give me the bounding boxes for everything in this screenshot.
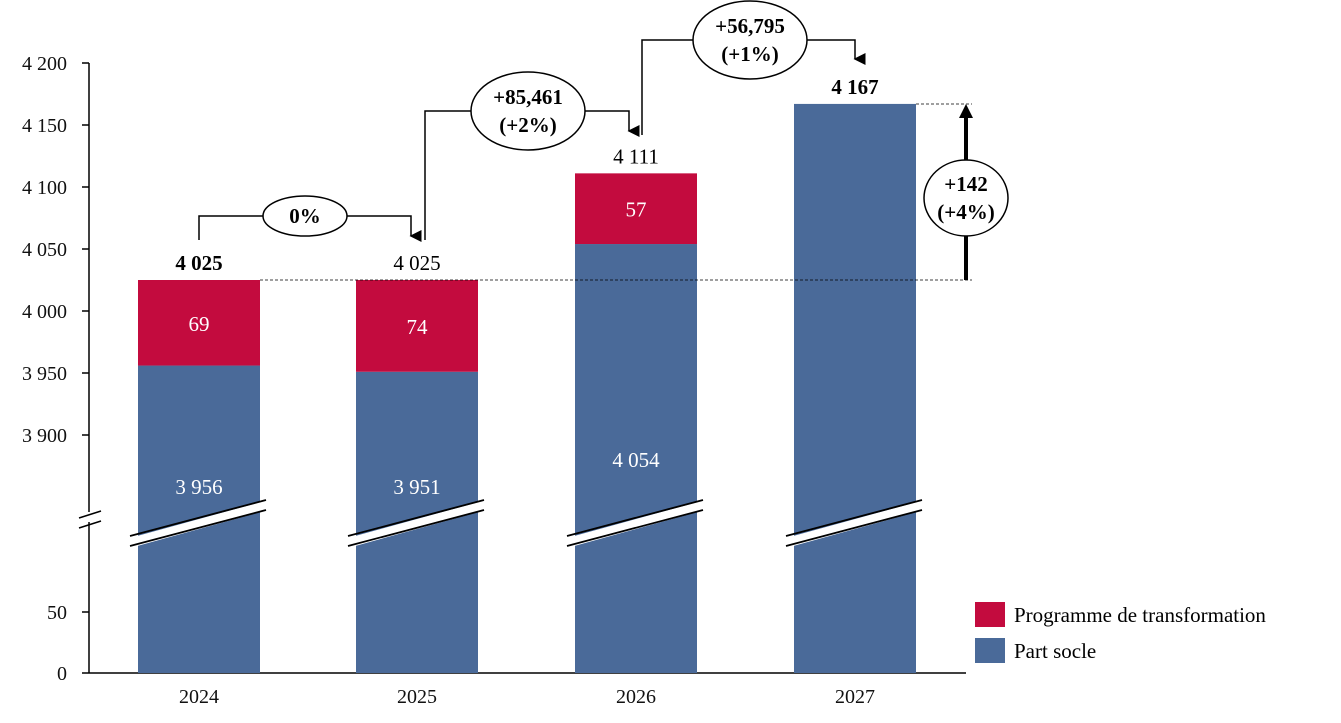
change-bubble <box>692 0 808 80</box>
bar-break-line <box>785 509 923 547</box>
y-tick-label: 0 <box>57 663 67 685</box>
y-tick-label: 3 950 <box>22 363 67 385</box>
change-label: (+2%) <box>499 113 556 137</box>
bar-label-part-socle: 3 951 <box>393 475 440 499</box>
y-tick-label: 4 200 <box>22 53 67 75</box>
total-change-label: +142 <box>944 172 987 196</box>
change-bubble <box>262 195 348 237</box>
y-tick-label: 4 100 <box>22 177 67 199</box>
y-tick-label: 4 150 <box>22 115 67 137</box>
bar-part-socle <box>575 244 697 674</box>
bar-part-socle <box>794 103 916 674</box>
legend-swatch <box>975 602 1005 627</box>
bar-total-label: 4 025 <box>393 251 440 275</box>
legend-label: Part socle <box>1014 639 1096 663</box>
bar-break-line <box>566 509 704 547</box>
axis-break-gap <box>80 512 100 522</box>
bar-break-line <box>785 499 923 537</box>
bar-label-programme: 74 <box>407 315 429 339</box>
bar-programme-transformation <box>575 173 697 245</box>
bar-label-programme: 57 <box>626 198 647 222</box>
change-label: +85,461 <box>493 85 563 109</box>
bar-label-part-socle: 3 956 <box>175 475 222 499</box>
bar-break-line <box>129 499 267 537</box>
bar-programme-transformation <box>138 280 260 366</box>
bar-label-part-socle: 4 054 <box>612 448 660 472</box>
change-label: (+1%) <box>721 42 778 66</box>
bar-total-label: 4 111 <box>613 144 659 168</box>
bar-break-line <box>566 499 704 537</box>
bar-total-label: 4 025 <box>175 251 222 275</box>
x-tick-label: 2024 <box>179 686 219 708</box>
bar-break-line <box>347 509 485 547</box>
x-tick-label: 2026 <box>616 686 656 708</box>
change-bubble <box>470 71 586 151</box>
bar-break-line <box>347 499 485 537</box>
total-change-label: (+4%) <box>937 200 994 224</box>
legend-swatch <box>975 638 1005 663</box>
total-change-bubble <box>923 159 1009 237</box>
bar-label-programme: 69 <box>189 312 210 336</box>
change-label: +56,795 <box>715 14 785 38</box>
arrow-head-icon <box>959 104 973 118</box>
axis-break-mark <box>78 520 102 529</box>
y-tick-label: 4 050 <box>22 239 67 261</box>
bar-break-line <box>129 509 267 547</box>
change-label: 0% <box>289 204 321 228</box>
x-tick-label: 2027 <box>835 686 875 708</box>
y-tick-label: 50 <box>47 602 67 624</box>
y-tick-label: 4 000 <box>22 301 67 323</box>
y-tick-label: 3 900 <box>22 425 67 447</box>
bar-total-label: 4 167 <box>831 75 878 99</box>
axis-break-mark <box>78 510 102 519</box>
x-tick-label: 2025 <box>397 686 437 708</box>
legend-label: Programme de transformation <box>1014 603 1266 627</box>
bar-programme-transformation <box>356 280 478 372</box>
